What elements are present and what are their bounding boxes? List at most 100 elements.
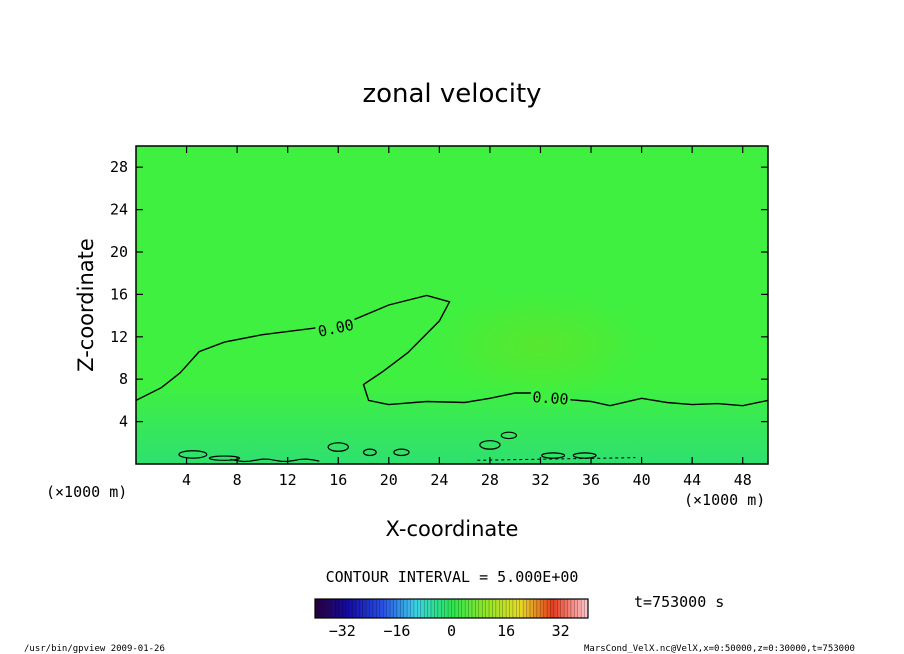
y-tick-label: 24 bbox=[110, 201, 128, 219]
colorbar-tick-label: −16 bbox=[383, 622, 410, 640]
colorbar-cell bbox=[355, 599, 360, 618]
colorbar-cell bbox=[366, 599, 370, 618]
colorbar-cell bbox=[567, 599, 572, 618]
colorbar-cell bbox=[570, 599, 575, 618]
colorbar-cell bbox=[482, 599, 486, 618]
colorbar-cell bbox=[584, 599, 589, 618]
colorbar-cell bbox=[400, 599, 404, 618]
colorbar-cell bbox=[560, 599, 565, 618]
colorbar-cell bbox=[451, 599, 456, 618]
colorbar-cell bbox=[478, 599, 483, 618]
colorbar-cell bbox=[444, 599, 449, 618]
x-tick-label: 28 bbox=[481, 471, 499, 489]
colorbar-cell bbox=[383, 599, 387, 618]
colorbar-cell bbox=[448, 599, 452, 618]
footer-left: /usr/bin/gpview 2009-01-26 bbox=[24, 644, 165, 654]
colorbar-cell bbox=[335, 599, 340, 618]
y-axis: 4 8 12 16 20 24 28 bbox=[110, 158, 768, 431]
contour-label-gap bbox=[530, 386, 572, 407]
colorbar-cell bbox=[468, 599, 473, 618]
colorbar-cell bbox=[403, 599, 408, 618]
colorbar-cell bbox=[512, 599, 517, 618]
colorbar-cell bbox=[495, 599, 500, 618]
colorbar-cell bbox=[523, 599, 527, 618]
colorbar-cell bbox=[458, 599, 462, 618]
colorbar-cell bbox=[577, 599, 582, 618]
colorbar-cell bbox=[540, 599, 544, 618]
colorbar-cell bbox=[465, 599, 469, 618]
colorbar-cell bbox=[441, 599, 445, 618]
colorbar-cell bbox=[342, 599, 346, 618]
colorbar-cell bbox=[420, 599, 425, 618]
x-tick-label: 40 bbox=[633, 471, 651, 489]
colorbar-cell bbox=[386, 599, 391, 618]
negative-contour bbox=[477, 457, 636, 461]
contour-loop bbox=[208, 455, 241, 461]
contour-loop bbox=[327, 442, 349, 452]
colorbar-cell bbox=[489, 599, 493, 618]
colorbar-cell bbox=[485, 599, 490, 618]
colorbar-cell bbox=[328, 599, 333, 618]
colorbar-cell bbox=[543, 599, 548, 618]
colorbar-cell bbox=[547, 599, 551, 618]
colorbar-cell bbox=[424, 599, 428, 618]
y-unit-label: (×1000 m) bbox=[684, 491, 765, 509]
colorbar-cell bbox=[502, 599, 507, 618]
colorbar-cell bbox=[557, 599, 561, 618]
plot-area: 0.000.00 4 8 12 16 20 24 28 32 36 40 44 48 48121620… bbox=[110, 145, 769, 489]
colorbar-cell bbox=[434, 599, 439, 618]
colorbar-frame bbox=[314, 598, 589, 619]
x-tick-label: 12 bbox=[279, 471, 297, 489]
y-tick-label: 28 bbox=[110, 158, 128, 176]
colorbar-cell bbox=[338, 599, 343, 618]
colorbar-cell bbox=[369, 599, 374, 618]
contour-loop bbox=[178, 450, 208, 459]
colorbar-cell bbox=[529, 599, 534, 618]
contour-loop bbox=[572, 452, 597, 459]
colorbar-cell bbox=[437, 599, 442, 618]
x-tick-label: 48 bbox=[734, 471, 752, 489]
colorbar-cell bbox=[349, 599, 353, 618]
colorbar-cell bbox=[325, 599, 329, 618]
colorbar-tick-label: 16 bbox=[497, 622, 515, 640]
colorbar-cell bbox=[427, 599, 432, 618]
y-tick-label: 8 bbox=[119, 370, 128, 388]
colorbar-cell bbox=[318, 599, 323, 618]
colorbar-cell bbox=[410, 599, 415, 618]
colorbar-cell bbox=[475, 599, 479, 618]
colorbar-cell bbox=[581, 599, 585, 618]
colorbar-cell bbox=[362, 599, 367, 618]
colorbar-tick-label: −32 bbox=[329, 622, 356, 640]
x-tick-label: 32 bbox=[531, 471, 549, 489]
y-axis-label: Z-coordinate bbox=[74, 238, 98, 372]
y-tick-label: 12 bbox=[110, 328, 128, 346]
x-tick-label: 44 bbox=[683, 471, 701, 489]
field-shade bbox=[430, 290, 650, 400]
colorbar-tick-label: 32 bbox=[552, 622, 570, 640]
colorbar-cell bbox=[379, 599, 384, 618]
colorbar-cell bbox=[407, 599, 411, 618]
colorbar-cell bbox=[431, 599, 435, 618]
x-axis: 4 8 12 16 20 24 28 32 36 40 44 48 bbox=[182, 146, 752, 489]
colorbar-cell bbox=[376, 599, 381, 618]
colorbar-cell bbox=[315, 599, 319, 618]
plot-frame bbox=[135, 145, 769, 465]
chart-title: zonal velocity bbox=[362, 79, 541, 109]
colorbar-cell bbox=[471, 599, 476, 618]
colorbar-cell bbox=[516, 599, 520, 618]
contour-lines bbox=[136, 294, 768, 463]
colorbar-cell bbox=[526, 599, 531, 618]
colorbar-cell bbox=[359, 599, 363, 618]
colorbar-cell bbox=[574, 599, 578, 618]
contour-loop bbox=[362, 448, 377, 457]
time-label: t=753000 s bbox=[634, 593, 724, 611]
x-tick-label: 36 bbox=[582, 471, 600, 489]
colorbar-cell bbox=[550, 599, 555, 618]
colorbar-tick-label: 0 bbox=[447, 622, 456, 640]
colorbar-cell bbox=[321, 599, 326, 618]
colorbar-cell bbox=[454, 599, 459, 618]
x-tick-label: 24 bbox=[430, 471, 448, 489]
footer-right: MarsCond_VelX.nc@VelX,x=0:50000,z=0:3000… bbox=[584, 644, 855, 654]
x-tick-label: 16 bbox=[329, 471, 347, 489]
